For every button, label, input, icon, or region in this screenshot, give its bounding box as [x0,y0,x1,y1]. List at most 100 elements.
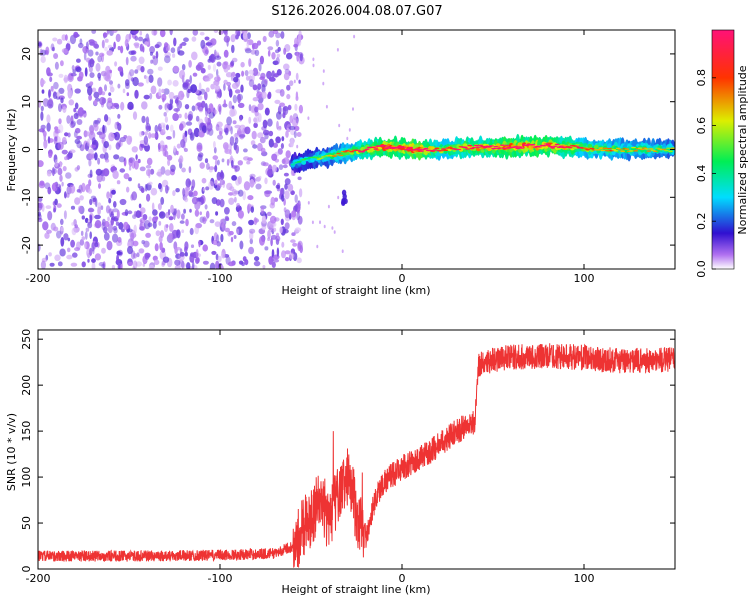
spectrogram-noise-cell [185,121,193,126]
spectrogram-ridge-cell [471,147,477,149]
snr-panel: -200 -100 0 100 0 50 100 150 200 250 Height of s… [5,329,676,596]
spectrogram-noise-cell [215,211,219,216]
spectrogram-noise-cell [249,178,255,188]
spectrogram-noise-cell [208,180,214,190]
spectrogram-noise-cell [295,91,299,99]
spectrogram-noise-cell [279,102,285,107]
spectrogram-noise-cell [164,169,171,176]
spectrogram-ridge-cell [639,148,645,151]
spectrogram-ridge-cell [462,146,468,149]
spectrogram-noise-cell [158,221,162,226]
spectrogram-noise-cell [276,69,282,76]
spectrogram-noise-cell [108,132,115,142]
spectrogram-noise-cell [202,244,208,252]
spectrogram-noise-cell [285,130,289,138]
spectrogram-noise-cell [191,36,197,42]
spectrogram-noise-cell [280,143,284,149]
spectrogram-noise-cell [257,142,263,152]
spectrogram-noise-cell [57,167,63,176]
spectrogram-ridge-cell [491,147,497,150]
spectrogram-ridge-cell [519,147,525,149]
spectrogram-noise-cell [253,260,261,267]
spectrogram-noise-cell [115,33,121,43]
spectrogram-noise-cell [205,210,210,219]
colorbar: 0.0 0.2 0.4 0.6 0.8 Normalized spectral ampl… [695,29,749,278]
spectrogram-noise-cell [135,210,142,219]
spectrogram-noise-cell [132,76,139,87]
spectrogram-noise-cell [105,158,110,163]
spectrogram-noise-cell [245,75,250,81]
spectrogram-noise-cell [281,241,285,248]
spectrogram-noise-cell [236,228,240,235]
spectrogram-noise-cell [148,264,155,269]
spectrogram-noise-cell [206,128,210,135]
spectrogram-noise-cell [246,203,252,212]
spectrogram-noise-cell [62,106,67,113]
spectrogram-noise-cell [286,84,291,91]
spectrogram-x-ticks: -200 -100 0 100 [26,30,595,285]
spectrogram-ridge-cell [548,145,553,148]
spectrogram-noise-cell [89,214,93,224]
spectrogram-ridge-cell [497,147,503,149]
spectrogram-ridge-cell [434,147,440,150]
spectrogram-noise-cell [111,265,115,269]
spectrogram-noise-cell [222,61,228,70]
spectrogram-noise-cell [232,94,238,104]
spectrogram-noise-cell [269,215,277,224]
spectrogram-noise-cell [54,198,58,206]
spectrogram-ridge-cell [648,148,654,150]
spectrogram-noise-cell [162,144,168,152]
spectrogram-noise-cell [229,136,235,146]
spectrogram-noise-cell [224,207,230,215]
spectrogram-noise-cell [275,235,281,242]
spectrogram-noise-cell [226,116,233,126]
spectrogram-noise-cell [230,160,234,167]
spectrogram-y-tick-label: 20 [20,47,33,61]
spectrogram-noise-cell [74,102,79,110]
spectrogram-noise-cell [205,42,213,46]
spectrogram-noise-cell [182,187,186,197]
spectrogram-noise-cell [78,71,84,80]
spectrogram-ridge-cell [290,164,296,166]
spectrogram-noise-cell [132,260,138,269]
spectrogram-noise-cell [216,234,220,244]
spectrogram-noise-cell [113,102,119,108]
spectrogram-noise-cell [164,150,169,158]
spectrogram-noise-cell [103,232,110,241]
spectrogram-noise-cell [327,204,330,209]
spectrogram-noise-cell [226,158,230,166]
spectrogram-noise-cell [225,217,230,222]
spectrogram-noise-cell [54,254,61,262]
spectrogram-ridge-cell [305,157,311,160]
spectrogram-noise-cell [274,99,281,104]
spectrogram-noise-cell [199,31,205,36]
spectrogram-noise-cell [213,146,217,154]
spectrogram-noise-cell [284,190,290,200]
spectrogram-noise-cell [235,144,239,154]
spectrogram-ridge-cell [602,147,608,150]
spectrogram-noise-cell [58,118,62,125]
spectrogram-noise-cell [66,115,71,124]
spectrogram-noise-cell [77,107,84,117]
spectrogram-noise-cell [66,254,73,260]
spectrogram-ridge-cell [301,160,307,165]
spectrogram-noise-cell [84,217,89,223]
spectrogram-noise-cell [103,226,108,234]
spectrogram-ridge-cell [447,146,453,149]
spectrogram-noise-cell [236,203,241,208]
spectrogram-noise-cell [235,72,241,78]
spectrogram-noise-cell [191,105,196,112]
spectrogram-noise-cell [202,260,209,265]
spectrogram-ridge-cell [432,149,438,151]
spectrogram-noise-cell [87,188,92,194]
spectrogram-noise-cell [191,51,198,61]
spectrogram-noise-cell [179,252,185,257]
spectrogram-noise-cell [193,127,200,138]
spectrogram-noise-cell [150,133,157,138]
spectrogram-ridge-cell [465,148,470,150]
spectrogram-ridge-cell [314,156,320,159]
spectrogram-noise-cell [141,101,148,110]
spectrogram-noise-cell [44,232,50,239]
spectrogram-noise-cell [174,247,178,255]
spectrogram-noise-cell [61,48,69,54]
